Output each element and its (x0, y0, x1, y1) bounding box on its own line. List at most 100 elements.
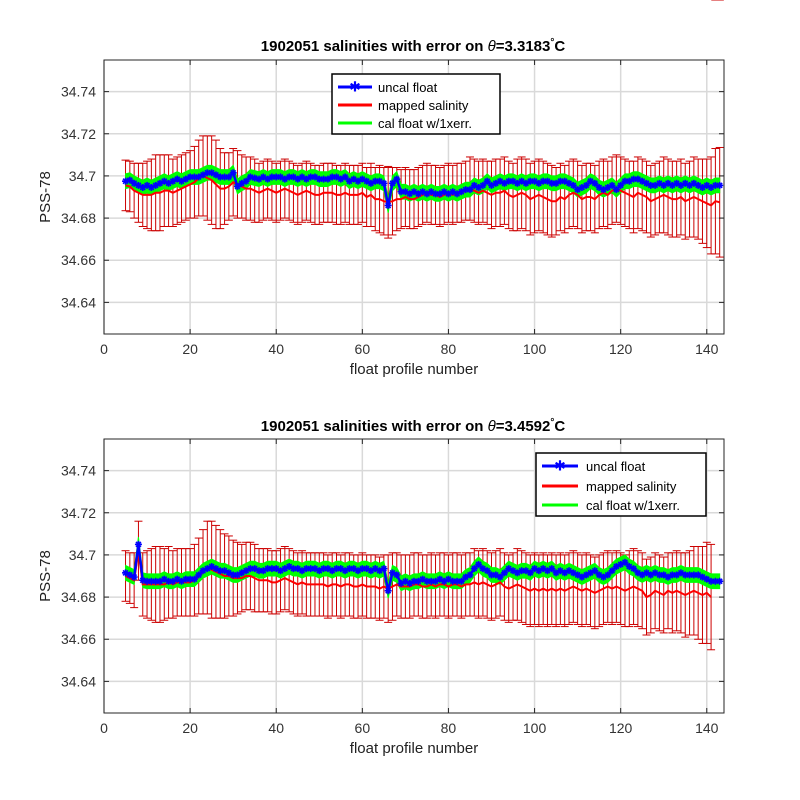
uncal-marker-stroke (565, 567, 573, 574)
uncal-marker-stroke (609, 567, 616, 574)
uncal-marker (341, 173, 349, 181)
uncal-marker-stroke (501, 569, 508, 576)
uncal-marker (380, 179, 388, 187)
uncal-marker-stroke (673, 180, 680, 187)
uncal-marker-stroke (531, 178, 538, 185)
uncal-marker-stroke (492, 571, 499, 578)
uncal-marker-stroke (557, 567, 564, 574)
uncal-marker (621, 558, 629, 566)
legend-marker-uncal: ✱ (554, 459, 566, 475)
y-tick-label: 34.74 (61, 84, 96, 100)
uncal-marker-stroke (410, 188, 418, 195)
uncal-marker (384, 201, 392, 209)
uncal-marker-stroke (299, 173, 306, 180)
uncal-marker-stroke (286, 563, 293, 570)
uncal-marker-stroke (225, 173, 232, 180)
plot-frame (103, 438, 725, 714)
uncal-marker-stroke (703, 182, 710, 189)
uncal-marker (388, 179, 396, 187)
uncal-marker (380, 565, 388, 573)
x-tick-label: 100 (523, 341, 547, 357)
uncal-marker (130, 573, 138, 581)
uncal-marker (604, 184, 612, 192)
uncal-marker (548, 565, 556, 573)
x-tick-label: 20 (182, 720, 198, 736)
uncal-marker-stroke (690, 180, 697, 187)
x-ticks: 0 20 40 60 80 100 120 140 (100, 439, 719, 736)
x-tick-label: 0 (100, 341, 108, 357)
uncal-marker-stroke (617, 182, 624, 189)
y-tick-label: 34.7 (69, 547, 96, 563)
uncal-marker-stroke (402, 578, 409, 585)
uncal-marker-stroke (591, 567, 598, 574)
x-axis-label: float profile number (350, 361, 478, 378)
uncal-marker-stroke (230, 169, 237, 176)
uncal-marker (604, 571, 612, 579)
uncal-marker-stroke (643, 180, 650, 187)
uncal-marker-stroke (716, 578, 723, 585)
uncal-marker-stroke (497, 574, 504, 581)
uncal-marker-stroke (174, 576, 181, 583)
uncal-marker-stroke (583, 182, 590, 189)
uncal-marker (716, 577, 724, 585)
y-tick-label: 34.66 (61, 631, 96, 647)
uncal-marker (199, 567, 207, 575)
uncal-marker (483, 567, 491, 575)
plot-title: 1902051 salinities with error on θ=3.459… (261, 417, 566, 435)
uncal-marker (233, 182, 241, 190)
uncal-marker-stroke (639, 178, 646, 185)
uncal-marker-stroke (682, 180, 689, 187)
uncal-marker-stroke (621, 559, 628, 566)
x-tick-label: 100 (523, 720, 547, 736)
uncal-marker-stroke (695, 571, 702, 578)
uncal-marker-stroke (656, 180, 663, 187)
uncal-marker-stroke (385, 587, 392, 594)
uncal-marker-stroke (208, 563, 215, 570)
x-ticks: 0 20 40 60 80 100 120 140 (100, 60, 719, 357)
x-axis-label: float profile number (350, 740, 478, 757)
uncal-marker-stroke (350, 565, 357, 572)
uncal-marker-stroke (311, 173, 318, 180)
uncal-marker (384, 587, 392, 595)
y-tick-label: 34.66 (61, 252, 96, 268)
uncal-marker-stroke (561, 178, 568, 185)
uncal-marker (591, 567, 599, 575)
uncal-marker (509, 567, 517, 575)
uncal-marker-stroke (251, 565, 258, 572)
x-tick-label: 140 (695, 341, 719, 357)
uncal-marker-stroke (273, 565, 280, 572)
uncal-marker-stroke (604, 571, 611, 578)
uncal-marker (500, 569, 508, 577)
uncal-marker-stroke (122, 569, 129, 576)
uncal-marker-stroke (208, 169, 215, 176)
uncal-marker-stroke (350, 176, 357, 183)
x-tick-label: 20 (182, 341, 198, 357)
uncal-marker (242, 177, 250, 185)
uncal-marker-stroke (479, 182, 486, 189)
uncal-marker-stroke (337, 565, 344, 572)
uncal-marker (569, 181, 577, 189)
uncal-marker-stroke (393, 571, 400, 578)
uncal-marker (612, 186, 620, 194)
uncal-marker-stroke (342, 173, 349, 180)
uncal-marker-stroke (479, 565, 486, 572)
uncal-marker-stroke (359, 176, 366, 183)
x-tick-label: 120 (609, 720, 633, 736)
uncal-marker-stroke (484, 178, 491, 185)
x-tick-label: 60 (355, 720, 371, 736)
uncal-marker-stroke (225, 569, 232, 576)
uncal-marker-stroke (518, 178, 525, 185)
uncal-marker (608, 181, 616, 189)
uncal-marker-stroke (372, 565, 379, 572)
uncal-marker-stroke (591, 180, 598, 187)
uncal-marker-stroke (716, 182, 723, 189)
uncal-marker (126, 176, 134, 184)
uncal-marker-stroke (126, 177, 133, 184)
plot-title: 1902051 salinities with error on θ=3.318… (261, 37, 566, 55)
y-tick-label: 34.72 (61, 505, 96, 521)
uncal-marker-stroke (643, 569, 650, 576)
uncal-marker-stroke (221, 567, 228, 574)
uncal-marker-stroke (161, 178, 168, 185)
uncal-marker-stroke (510, 178, 517, 185)
uncal-marker (195, 571, 203, 579)
